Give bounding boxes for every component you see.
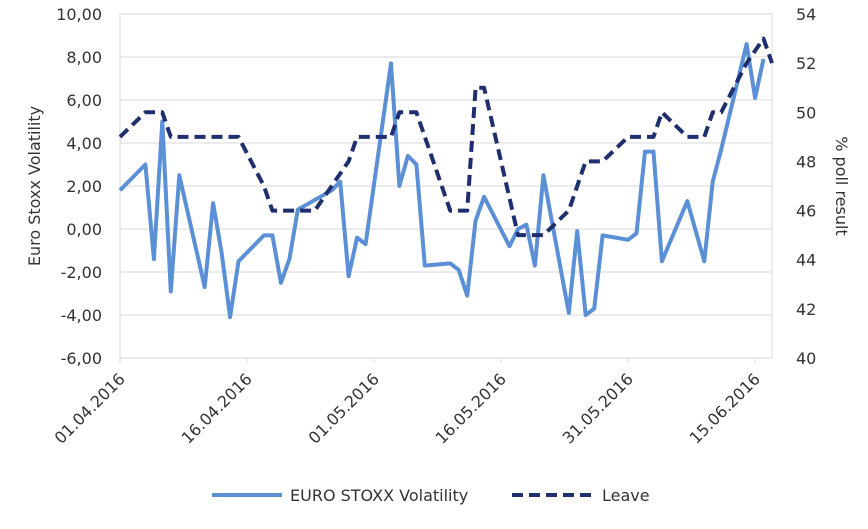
right-tick-label: 44 [796, 251, 816, 270]
x-tick-label: 01.04.2016 [51, 369, 129, 447]
left-tick-label: -6,00 [61, 349, 102, 368]
left-tick-label: -2,00 [61, 263, 102, 282]
legend-label: Leave [602, 486, 650, 505]
left-tick-label: 2,00 [66, 177, 102, 196]
legend: EURO STOXX Volatility Leave [212, 486, 650, 505]
leave-series-line [118, 36, 774, 238]
left-tick-label: 10,00 [56, 5, 102, 24]
right-tick-label: 50 [796, 103, 816, 122]
x-tick-label: 16.04.2016 [178, 369, 256, 447]
right-tick-label: 54 [796, 5, 816, 24]
left-tick-label: 8,00 [66, 48, 102, 67]
x-tick-label: 01.05.2016 [305, 369, 383, 447]
right-axis-title: % poll result [832, 136, 851, 235]
right-tick-label: 52 [796, 54, 816, 73]
right-tick-label: 46 [796, 202, 816, 221]
left-axis-title: Euro Stoxx Volatility [25, 106, 44, 266]
x-tick-label: 31.05.2016 [559, 369, 637, 447]
left-tick-label: 6,00 [66, 91, 102, 110]
right-tick-label: 42 [796, 300, 816, 319]
legend-label: EURO STOXX Volatility [290, 486, 468, 505]
plot-area [119, 13, 773, 359]
series-lines [118, 36, 774, 320]
left-tick-label: 4,00 [66, 134, 102, 153]
x-axis-ticks: 01.04.2016 16.04.2016 01.05.2016 16.05.2016… [51, 358, 764, 448]
right-axis-ticks: 40 42 44 46 48 50 52 54 [796, 5, 816, 368]
x-tick-label: 16.05.2016 [432, 369, 510, 447]
left-tick-label: 0,00 [66, 220, 102, 239]
volatility-series-line [118, 42, 766, 320]
left-axis-ticks: -6,00 -4,00 -2,00 0,00 2,00 4,00 6,00 8,00 10,00 [56, 5, 102, 368]
right-tick-label: 48 [796, 152, 816, 171]
left-tick-label: -4,00 [61, 306, 102, 325]
x-tick-label: 15.06.2016 [686, 369, 764, 447]
right-tick-label: 40 [796, 349, 816, 368]
gridlines [120, 13, 772, 359]
